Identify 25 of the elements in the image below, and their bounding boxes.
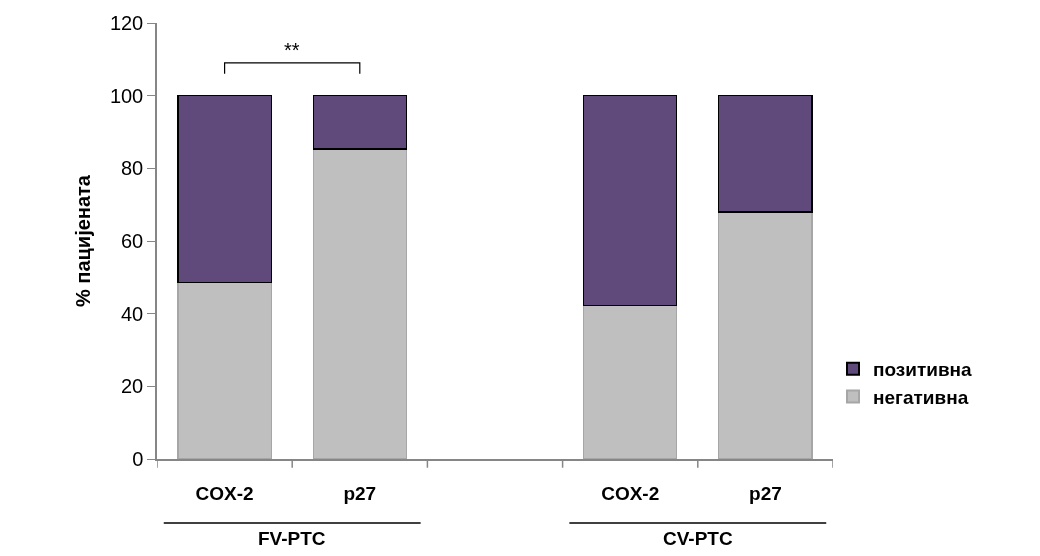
- y-tick-label: 60: [121, 230, 144, 252]
- x-tick-label: p27: [343, 482, 377, 504]
- annotation: **: [284, 39, 300, 61]
- bar: [312, 95, 408, 150]
- y-tick-label: 100: [109, 84, 144, 107]
- y-tick-label: 20: [121, 375, 144, 398]
- bar: [582, 304, 678, 459]
- bar: [312, 148, 408, 459]
- text: CV-PTC: [663, 528, 733, 549]
- bar: [718, 211, 813, 459]
- text: FV-PTC: [258, 528, 326, 549]
- y-tick-label: 80: [121, 157, 144, 180]
- y-axis-title: % пацијената: [71, 174, 94, 307]
- y-tick-label: 120: [109, 12, 144, 34]
- bar: [177, 282, 272, 459]
- bar: [582, 95, 678, 306]
- legend-label: позитивна: [873, 359, 973, 381]
- y-tick-label: 40: [121, 302, 144, 325]
- bar: [177, 95, 272, 284]
- x-tick-label: COX-2: [195, 482, 254, 504]
- legend-label: негативна: [873, 386, 969, 408]
- x-tick-label: p27: [749, 482, 782, 504]
- bar: [718, 95, 813, 213]
- x-tick-label: COX-2: [601, 482, 660, 504]
- y-tick-label: 0: [132, 448, 144, 470]
